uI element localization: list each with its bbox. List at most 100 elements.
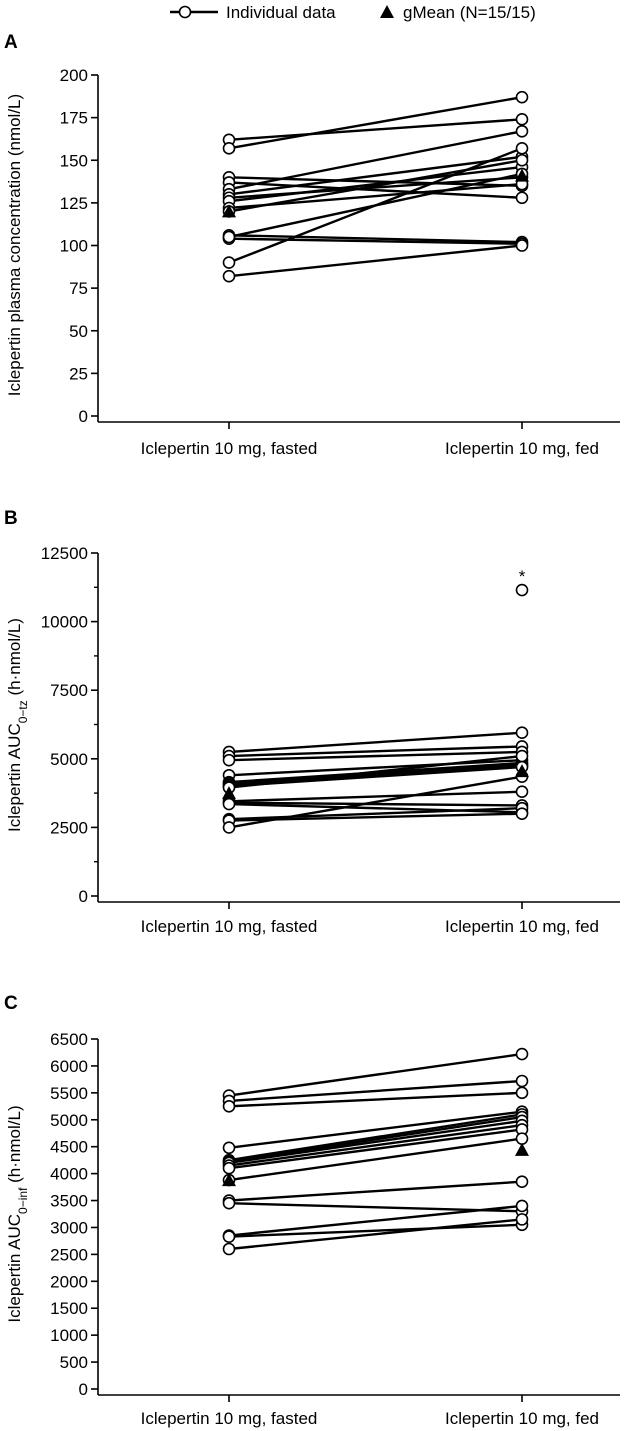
individual-line [228, 775, 523, 829]
x-category-label: Iclepertin 10 mg, fasted [141, 1409, 318, 1428]
individual-point [515, 785, 529, 799]
individual-line [228, 147, 523, 264]
panel-letter: B [4, 508, 18, 529]
individual-point [222, 753, 236, 767]
individual-line [228, 758, 523, 777]
y-tick-label: 500 [60, 1353, 88, 1372]
individual-point [515, 1086, 529, 1100]
individual-point [515, 807, 529, 820]
individual-point [515, 1175, 529, 1188]
y-tick-label: 0 [79, 1380, 88, 1399]
individual-line [228, 244, 523, 278]
individual-point [515, 90, 529, 104]
individual-point [515, 153, 529, 167]
gmean-point [515, 168, 529, 182]
y-tick-label: 1000 [50, 1326, 88, 1345]
y-tick-label: 125 [60, 194, 88, 213]
individual-line [228, 1052, 523, 1097]
panel-letter: C [4, 993, 18, 1014]
individual-point [515, 1074, 529, 1088]
individual-line [228, 1115, 523, 1163]
individual-point [515, 124, 529, 138]
individual-point [222, 821, 236, 834]
individual-line [228, 234, 523, 244]
gmean-point [222, 786, 236, 800]
individual-point [515, 191, 529, 205]
y-tick-label: 25 [69, 364, 88, 383]
individual-line [228, 1137, 523, 1182]
individual-point [222, 1161, 236, 1175]
individual-line [228, 1079, 523, 1103]
panel-letter: A [4, 32, 18, 53]
legend-gmean-label: gMean (N=15/15) [403, 3, 536, 22]
individual-line [228, 1113, 523, 1162]
individual-line [228, 763, 523, 785]
individual-line [228, 806, 523, 821]
individual-line [228, 745, 523, 758]
individual-line [228, 130, 523, 191]
individual-point [222, 230, 236, 244]
individual-point [515, 726, 529, 740]
legend-individual-marker-icon [178, 5, 192, 19]
y-tick-label: 5500 [50, 1084, 88, 1103]
y-tick-label: 2500 [50, 1245, 88, 1264]
individual-point [222, 1196, 236, 1210]
individual-line [228, 237, 523, 245]
individual-point [515, 1199, 529, 1213]
individual-line [228, 165, 523, 203]
individual-line [228, 1180, 523, 1202]
x-category-label: Iclepertin 10 mg, fasted [141, 439, 318, 458]
outlier-point [515, 583, 529, 597]
individual-line [228, 1123, 523, 1167]
y-tick-label: 0 [79, 887, 88, 906]
y-tick-label: 5000 [50, 1111, 88, 1130]
y-tick-label: 4500 [50, 1138, 88, 1157]
individual-line [228, 1128, 523, 1170]
panel-b: B 0 2500 5000 7500 10000 12500 Iclepertin 10 mg… [4, 508, 620, 936]
individual-line [228, 731, 523, 754]
individual-point [515, 113, 529, 126]
individual-point [222, 142, 236, 155]
gmean-point [515, 764, 529, 778]
individual-point [222, 797, 236, 811]
individual-line [228, 95, 523, 150]
y-tick-label: 150 [60, 151, 88, 170]
y-axis-title: Iclepertin AUC0−tz (h·nmol/L) [5, 618, 30, 832]
y-tick-label: 50 [69, 322, 88, 341]
individual-line [228, 754, 523, 789]
y-axis-title: Iclepertin AUC0−inf (h·nmol/L) [5, 1105, 30, 1322]
y-tick-label: 12500 [41, 544, 88, 563]
y-tick-label: 0 [79, 407, 88, 426]
x-category-label: Iclepertin 10 mg, fed [445, 1409, 599, 1428]
panel-a: A 0 25 50 75 100 125 150 175 200 Iclepertin 10 mg,… [4, 32, 620, 458]
y-tick-label: 3000 [50, 1218, 88, 1237]
individual-line [228, 118, 523, 141]
individual-point [222, 1141, 236, 1155]
individual-line [228, 1218, 523, 1251]
individual-line [228, 159, 523, 213]
gmean-point [515, 1142, 529, 1156]
y-tick-label: 100 [60, 237, 88, 256]
individual-line [228, 155, 523, 196]
individual-line [228, 801, 523, 807]
x-category-label: Iclepertin 10 mg, fed [445, 917, 599, 936]
y-tick-label: 3500 [50, 1192, 88, 1211]
y-tick-label: 2000 [50, 1272, 88, 1291]
x-category-label: Iclepertin 10 mg, fed [445, 439, 599, 458]
gmean-point [222, 1173, 236, 1187]
y-tick-label: 75 [69, 279, 88, 298]
individual-point [515, 749, 529, 763]
y-tick-label: 6000 [50, 1057, 88, 1076]
individual-point [222, 269, 236, 283]
legend-individual-label: Individual data [226, 3, 336, 22]
individual-point [222, 1100, 236, 1113]
individual-point [515, 1213, 529, 1226]
y-tick-label: 7500 [50, 681, 88, 700]
y-tick-label: 2500 [50, 818, 88, 837]
y-tick-label: 10000 [41, 613, 88, 632]
individual-line [228, 790, 523, 803]
individual-point [222, 256, 236, 269]
individual-point [515, 239, 529, 252]
individual-point [515, 1047, 529, 1061]
